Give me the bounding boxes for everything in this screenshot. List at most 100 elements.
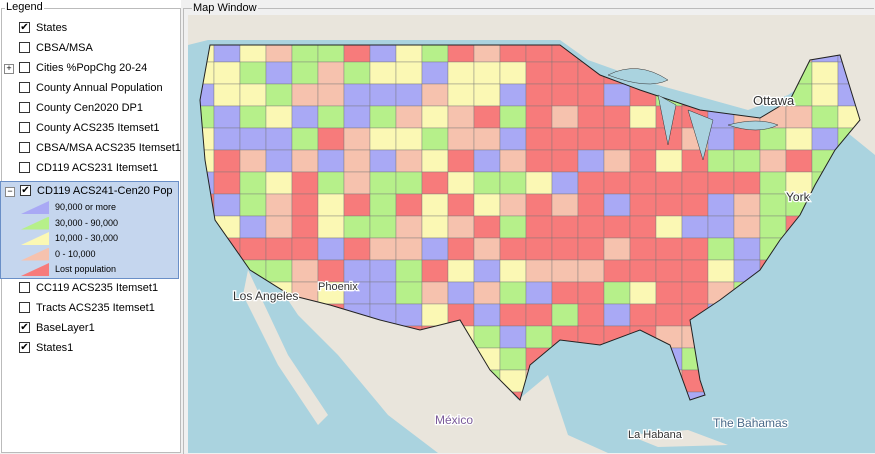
layer-row[interactable]: ✔ States1: [0, 339, 180, 357]
district: [317, 83, 345, 107]
checkbox[interactable]: [19, 282, 30, 293]
district: [291, 193, 319, 217]
district: [473, 193, 501, 217]
legend-panel: Legend ✔ States CBSA/MSA + Cities %PopChg 20…: [0, 0, 181, 453]
district: [317, 237, 345, 261]
layer-row[interactable]: ✔ BaseLayer1: [0, 319, 180, 337]
class-label: 30,000 - 90,000: [55, 217, 119, 228]
layer-row[interactable]: Tracts ACS235 Itemset1: [0, 299, 180, 317]
district: [811, 83, 839, 107]
checkbox[interactable]: [19, 162, 30, 173]
district: [343, 237, 371, 261]
district: [239, 83, 267, 107]
layer-row[interactable]: CBSA/MSA ACS235 Itemset1: [0, 139, 181, 157]
checkbox[interactable]: [19, 82, 30, 93]
district: [499, 61, 527, 85]
district: [395, 215, 423, 239]
place-label: La Habana: [628, 429, 683, 441]
checkbox[interactable]: ✔: [19, 342, 30, 353]
layer-name: County ACS235 Itemset1: [36, 122, 160, 134]
district: [577, 193, 605, 217]
district: [629, 237, 657, 261]
district: [525, 215, 553, 239]
layer-row[interactable]: County Cen2020 DP1: [0, 99, 180, 117]
district: [681, 237, 709, 261]
place-label: Ottawa: [753, 93, 795, 108]
district: [733, 149, 761, 173]
district: [447, 237, 475, 261]
district: [811, 127, 839, 151]
checkbox[interactable]: ✔: [19, 322, 30, 333]
district: [707, 127, 735, 151]
layer-row[interactable]: County Annual Population: [0, 79, 180, 97]
map[interactable]: Ottawa York Los Angeles Phoenix México La Hab…: [188, 15, 875, 453]
expander[interactable]: +: [4, 64, 14, 74]
district: [369, 171, 397, 195]
district: [577, 215, 605, 239]
district: [525, 83, 553, 107]
checkbox[interactable]: ✔: [20, 185, 31, 196]
class-label: 10,000 - 30,000: [55, 233, 119, 243]
district: [369, 61, 397, 85]
district: [707, 193, 735, 217]
district: [265, 193, 293, 217]
class-swatch: [21, 263, 49, 276]
district: [265, 149, 293, 173]
district: [421, 303, 449, 327]
district: [499, 127, 527, 151]
checkbox[interactable]: ✔: [19, 22, 30, 33]
checkbox[interactable]: [19, 42, 30, 53]
district: [421, 215, 449, 239]
district: [317, 127, 345, 151]
checkbox[interactable]: [19, 302, 30, 313]
district: [577, 83, 605, 107]
district: [551, 303, 579, 327]
layer-row[interactable]: + Cities %PopChg 20-24: [0, 59, 180, 77]
district: [369, 193, 397, 217]
district: [447, 171, 475, 195]
district: [447, 215, 475, 239]
layer-row[interactable]: County ACS235 Itemset1: [0, 119, 180, 137]
district: [447, 83, 475, 107]
cuba: [628, 430, 728, 447]
layer-row[interactable]: CD119 ACS231 Itemset1: [0, 159, 180, 177]
district: [499, 193, 527, 217]
district: [473, 237, 501, 261]
district: [265, 215, 293, 239]
district: [577, 259, 605, 283]
district: [655, 237, 683, 261]
district: [421, 171, 449, 195]
district: [213, 193, 241, 217]
district: [603, 127, 631, 151]
district: [525, 237, 553, 261]
district: [811, 105, 839, 129]
district: [603, 83, 631, 107]
district: [369, 105, 397, 129]
checkbox[interactable]: [19, 62, 30, 73]
district: [681, 215, 709, 239]
district: [499, 83, 527, 107]
district: [213, 61, 241, 85]
layer-name: CBSA/MSA ACS235 Itemset1: [36, 142, 181, 154]
checkbox[interactable]: [19, 102, 30, 113]
layer-row[interactable]: CBSA/MSA: [0, 39, 180, 57]
district: [499, 347, 527, 371]
district: [681, 171, 709, 195]
layer-name: CBSA/MSA: [36, 42, 93, 54]
layer-row[interactable]: ✔ States: [0, 19, 180, 37]
district: [603, 149, 631, 173]
layer-row[interactable]: − ✔ CD119 ACS241-Cen20 Pop 90,000 or more 30…: [0, 181, 179, 279]
district: [447, 127, 475, 151]
expander[interactable]: −: [5, 187, 15, 197]
layer-row[interactable]: CC119 ACS235 Itemset1: [0, 279, 180, 297]
layer-name: County Cen2020 DP1: [36, 102, 144, 114]
checkbox[interactable]: [19, 122, 30, 133]
district: [239, 105, 267, 129]
checkbox[interactable]: [19, 142, 30, 153]
district: [733, 237, 761, 261]
district: [473, 127, 501, 151]
place-label: Los Angeles: [233, 289, 298, 303]
district: [291, 105, 319, 129]
district: [369, 237, 397, 261]
